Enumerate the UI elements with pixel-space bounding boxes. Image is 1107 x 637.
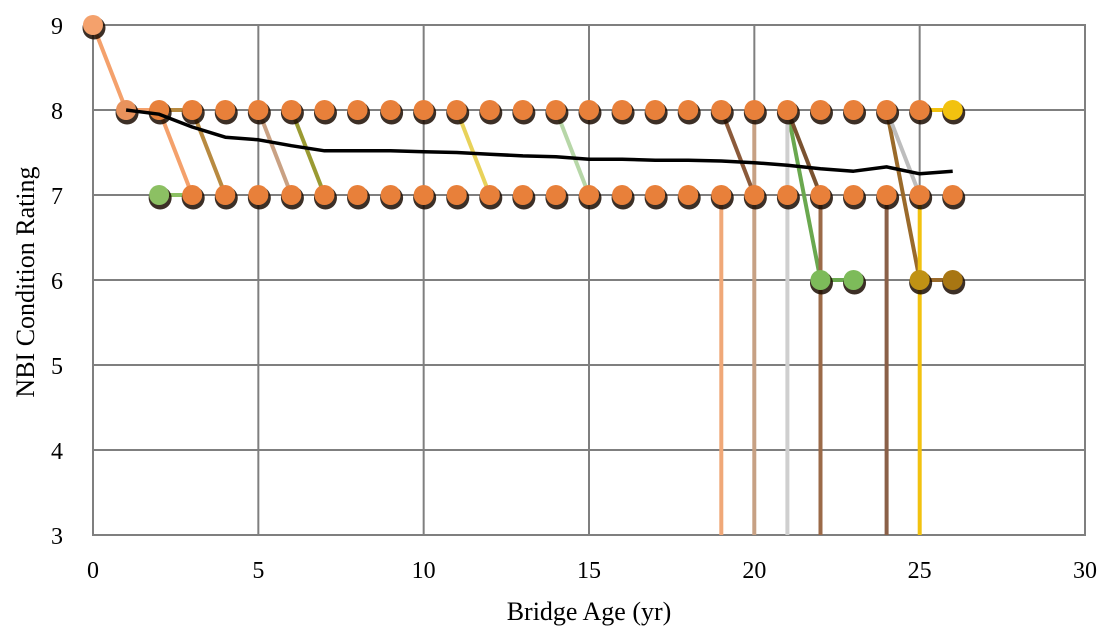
data-point xyxy=(744,185,765,205)
data-point xyxy=(645,185,666,205)
y-tick-label: 6 xyxy=(51,269,63,295)
series-line xyxy=(719,109,757,196)
data-point xyxy=(777,185,798,205)
data-point xyxy=(810,100,831,120)
y-tick-label: 3 xyxy=(51,524,63,550)
x-tick-label: 30 xyxy=(1073,558,1097,584)
data-point xyxy=(612,185,633,205)
data-point xyxy=(545,185,566,205)
data-point xyxy=(182,185,203,205)
data-point xyxy=(281,185,302,205)
data-point xyxy=(545,100,566,120)
data-point xyxy=(380,185,401,205)
data-point xyxy=(843,100,864,120)
data-point xyxy=(248,185,269,205)
data-point xyxy=(215,100,236,120)
x-tick-label: 25 xyxy=(908,558,932,584)
data-markers xyxy=(82,15,966,295)
series-line xyxy=(289,109,327,196)
data-point xyxy=(248,100,269,120)
data-point xyxy=(413,185,434,205)
y-axis-title: NBI Condition Rating xyxy=(11,166,40,397)
data-point xyxy=(744,100,765,120)
x-tick-label: 0 xyxy=(87,558,99,584)
x-tick-label: 20 xyxy=(742,558,766,584)
x-axis-title: Bridge Age (yr) xyxy=(507,597,672,626)
x-tick-label: 5 xyxy=(252,558,264,584)
data-point xyxy=(512,100,533,120)
y-tick-label: 8 xyxy=(51,99,63,125)
data-point xyxy=(314,185,335,205)
data-point xyxy=(942,100,963,120)
data-point xyxy=(116,100,137,120)
data-point xyxy=(347,185,368,205)
data-point xyxy=(678,185,699,205)
data-point xyxy=(149,185,170,205)
y-tick-label: 9 xyxy=(51,14,63,40)
data-point xyxy=(711,100,732,120)
data-point xyxy=(843,185,864,205)
data-point xyxy=(579,185,599,205)
data-point xyxy=(909,270,930,290)
data-point xyxy=(182,100,203,120)
data-point xyxy=(512,185,533,205)
y-tick-label: 7 xyxy=(51,184,63,210)
data-point xyxy=(942,270,963,290)
x-tick-label: 15 xyxy=(577,558,601,584)
data-point xyxy=(347,100,368,120)
series-line xyxy=(884,109,922,196)
average-line xyxy=(125,108,953,176)
series-line xyxy=(785,109,823,196)
data-point xyxy=(843,270,864,290)
data-point xyxy=(281,100,302,120)
series-line xyxy=(91,24,195,196)
data-point xyxy=(942,185,963,205)
data-point xyxy=(810,185,831,205)
data-point xyxy=(909,100,930,120)
data-point xyxy=(645,100,666,120)
data-point xyxy=(678,100,699,120)
y-tick-label: 4 xyxy=(51,439,63,465)
data-point xyxy=(380,100,401,120)
data-point xyxy=(876,100,897,120)
data-point xyxy=(612,100,633,120)
data-point xyxy=(446,100,467,120)
series-line xyxy=(256,109,294,196)
data-point xyxy=(909,185,930,205)
data-point xyxy=(413,100,434,120)
data-point xyxy=(83,15,103,35)
data-point xyxy=(479,185,500,205)
x-tick-label: 10 xyxy=(412,558,436,584)
average-line xyxy=(125,108,953,176)
data-point xyxy=(446,185,467,205)
y-tick-label: 5 xyxy=(51,354,63,380)
data-point xyxy=(314,100,335,120)
data-point xyxy=(777,100,798,120)
data-point xyxy=(579,100,599,120)
data-point xyxy=(810,270,831,290)
data-point xyxy=(711,185,732,205)
tick-labels: 0 5 10 15 20 25 30 3 4 5 6 7 8 9 xyxy=(51,14,1097,584)
data-point xyxy=(876,185,897,205)
data-point xyxy=(479,100,500,120)
series-line xyxy=(554,109,591,196)
data-point xyxy=(215,185,236,205)
